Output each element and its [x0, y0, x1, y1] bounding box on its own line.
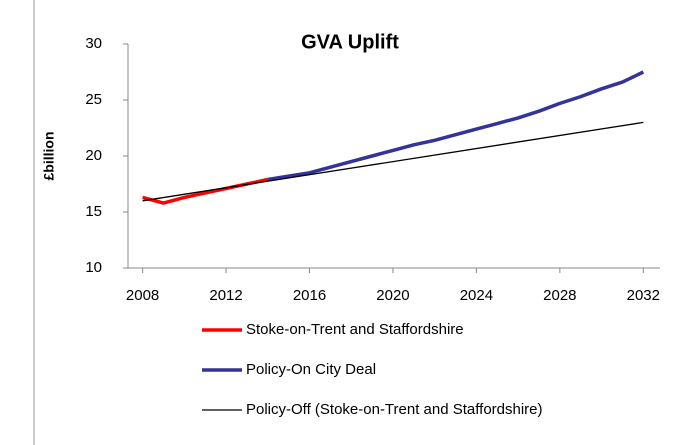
x-tick-label: 2020 — [376, 287, 409, 304]
x-tick-label: 2024 — [460, 287, 493, 304]
x-tick-label: 2012 — [209, 287, 242, 304]
x-tick-label: 2028 — [543, 287, 576, 304]
chart-title: GVA Uplift — [301, 31, 399, 53]
y-tick-label: 20 — [85, 147, 102, 164]
y-tick-label: 25 — [85, 91, 102, 108]
x-tick-label: 2016 — [293, 287, 326, 304]
y-tick-label: 10 — [85, 259, 102, 276]
series-line — [267, 70, 645, 182]
series-line — [142, 121, 644, 202]
legend-label: Policy-On City Deal — [246, 361, 376, 378]
y-tick-label: 15 — [85, 203, 102, 220]
legend-label: Policy-Off (Stoke-on-Trent and Staffords… — [246, 401, 543, 418]
x-tick-label: 2008 — [126, 287, 159, 304]
x-tick-label: 2032 — [627, 287, 660, 304]
y-tick-label: 30 — [85, 35, 102, 52]
y-axis-label: £billion — [41, 132, 57, 181]
legend-label: Stoke-on-Trent and Staffordshire — [246, 321, 464, 338]
